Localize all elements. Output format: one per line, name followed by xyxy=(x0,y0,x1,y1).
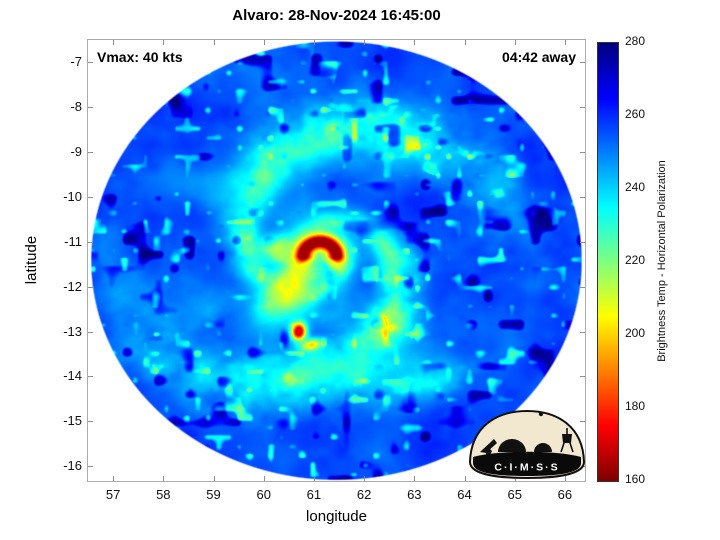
water-tower-icon xyxy=(562,434,572,443)
x-tick-label: 65 xyxy=(507,487,522,502)
y-tick-label: -7 xyxy=(70,54,82,70)
tick-mark xyxy=(464,476,466,481)
colorbar xyxy=(597,42,619,482)
tick-mark xyxy=(414,476,416,481)
tick-mark xyxy=(213,476,215,481)
y-tick-label: -13 xyxy=(63,323,82,339)
logo-base-band xyxy=(473,451,581,476)
tick-mark xyxy=(88,197,93,199)
tick-mark xyxy=(580,152,585,154)
tick-mark xyxy=(88,62,93,64)
colorbar-tick-label: 160 xyxy=(625,472,646,486)
tick-mark xyxy=(580,421,585,423)
observatory-dome-icon xyxy=(498,439,526,452)
y-axis-label: latitude xyxy=(23,235,40,285)
tick-mark xyxy=(580,62,585,64)
tick-mark xyxy=(580,107,585,109)
radar-dish-icon xyxy=(480,439,497,457)
tick-mark xyxy=(364,40,366,45)
x-tick-label: 57 xyxy=(105,487,121,502)
tick-mark xyxy=(88,376,93,378)
satellite-dot-icon xyxy=(538,411,544,417)
tick-mark xyxy=(313,476,315,481)
small-dome-icon xyxy=(534,443,552,452)
cimss-text: C·I·M·S·S xyxy=(494,462,559,474)
tick-mark xyxy=(564,476,566,481)
x-tick-label: 59 xyxy=(206,487,221,502)
tick-mark xyxy=(464,40,466,45)
tick-mark xyxy=(580,197,585,199)
tick-mark xyxy=(564,40,566,45)
tick-mark xyxy=(88,107,93,109)
tick-mark xyxy=(113,40,115,45)
colorbar-tick-label: 200 xyxy=(625,326,646,340)
tick-mark xyxy=(88,152,93,154)
colorbar-tick-label: 220 xyxy=(625,253,646,267)
tick-mark xyxy=(263,476,265,481)
colorbar-tick-label: 240 xyxy=(625,180,646,194)
tick-mark xyxy=(414,40,416,45)
x-tick-label: 62 xyxy=(356,487,372,502)
tick-mark xyxy=(113,476,115,481)
x-tick-label: 60 xyxy=(256,487,271,502)
eta-annotation: 04:42 away xyxy=(502,49,576,65)
water-tower-legs-icon xyxy=(560,428,574,453)
tick-mark xyxy=(213,40,215,45)
tick-mark xyxy=(88,466,93,468)
tick-mark xyxy=(364,476,366,481)
x-tick-label: 64 xyxy=(457,487,472,502)
tick-mark xyxy=(313,40,315,45)
y-tick-label: -15 xyxy=(63,413,82,429)
y-tick-label: -14 xyxy=(63,368,82,384)
y-tick-label: -9 xyxy=(70,144,82,160)
satellite-swath-image xyxy=(88,40,585,481)
plot-area: Vmax: 40 kts 04:42 away C·I·M·S·S xyxy=(87,39,586,482)
colorbar-tick-label: 280 xyxy=(625,34,646,48)
tick-mark xyxy=(263,40,265,45)
y-tick-label: -12 xyxy=(63,278,82,294)
colorbar-tick-label: 260 xyxy=(625,107,646,121)
x-axis-label: longitude xyxy=(306,508,367,525)
tick-mark xyxy=(163,40,165,45)
tick-mark xyxy=(580,376,585,378)
tick-mark xyxy=(514,40,516,45)
colorbar-tick-label: 180 xyxy=(625,399,646,413)
vmax-annotation: Vmax: 40 kts xyxy=(97,49,183,65)
y-tick-label: -11 xyxy=(64,233,82,249)
x-tick-label: 66 xyxy=(557,487,573,502)
tick-mark xyxy=(88,421,93,423)
tick-mark xyxy=(580,241,585,243)
x-tick-label: 63 xyxy=(407,487,422,502)
colorbar-label: Brightness Temp - Horizontal Polarizatio… xyxy=(656,160,668,362)
y-tick-label: -16 xyxy=(63,458,82,474)
tick-mark xyxy=(88,331,93,333)
y-tick-label: -8 xyxy=(70,99,82,115)
y-tick-label: -10 xyxy=(63,189,82,205)
cimss-logo: C·I·M·S·S xyxy=(468,409,586,480)
tick-mark xyxy=(88,241,93,243)
tick-mark xyxy=(580,331,585,333)
chart-title: Alvaro: 28-Nov-2024 16:45:00 xyxy=(232,7,441,24)
x-tick-label: 61 xyxy=(306,487,322,502)
x-tick-label: 58 xyxy=(156,487,171,502)
tick-mark xyxy=(163,476,165,481)
tick-mark xyxy=(88,286,93,288)
tick-mark xyxy=(580,286,585,288)
